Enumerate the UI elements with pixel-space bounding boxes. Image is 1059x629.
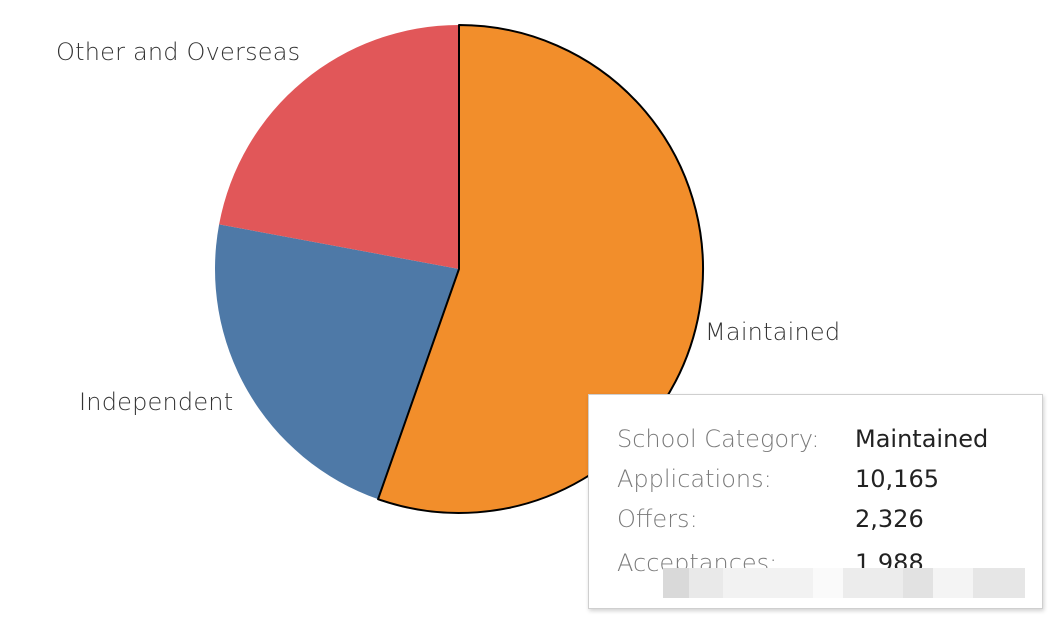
tooltip-key: Offers: bbox=[617, 505, 698, 533]
tooltip-value: Maintained bbox=[855, 425, 989, 453]
slice-label-other-and-overseas: Other and Overseas bbox=[56, 38, 301, 66]
slice-label-independent: Independent bbox=[79, 388, 234, 416]
slice-label-maintained: Maintained bbox=[705, 318, 841, 346]
tooltip-key: School Category: bbox=[617, 425, 820, 453]
tooltip-key: Applications: bbox=[617, 465, 772, 493]
tooltip-value: 2,326 bbox=[855, 505, 924, 533]
pie-slice-independent[interactable] bbox=[215, 224, 459, 500]
tooltip-footer-blur bbox=[663, 568, 1025, 598]
tooltip-value: 10,165 bbox=[855, 465, 939, 493]
tooltip: School Category: Maintained Applications… bbox=[588, 394, 1043, 609]
pie-slice-other-and-overseas[interactable] bbox=[219, 25, 459, 269]
pie-slice-maintained[interactable] bbox=[377, 24, 704, 514]
